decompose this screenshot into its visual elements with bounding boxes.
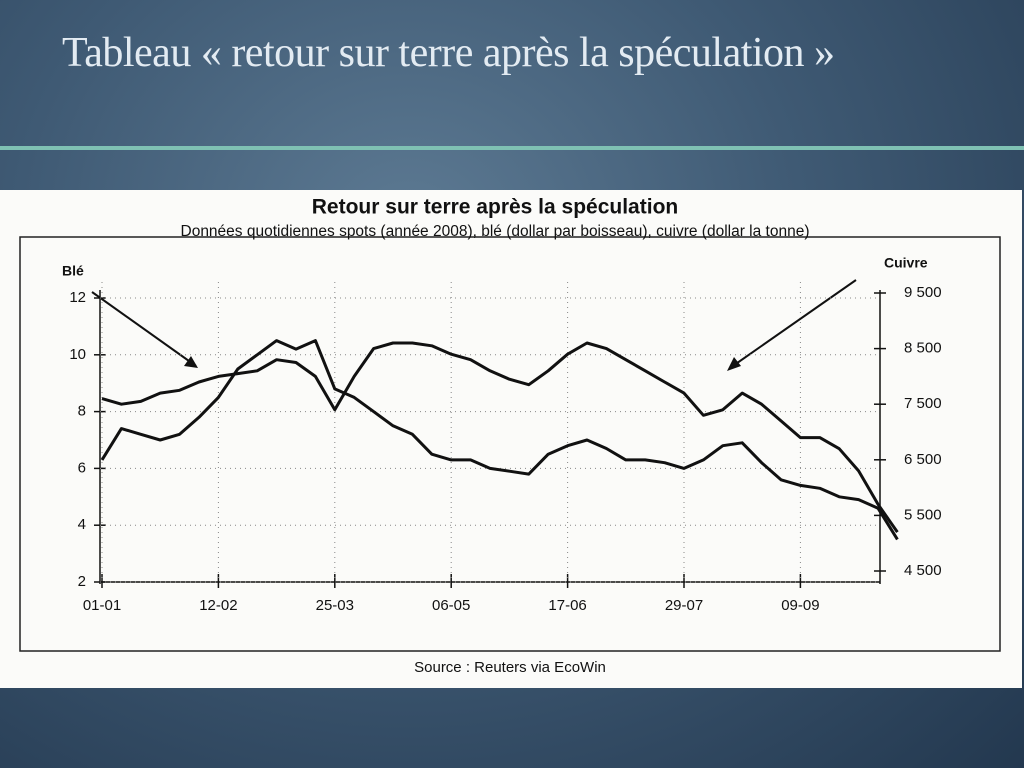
arrow <box>729 279 857 369</box>
slide-title: Tableau « retour sur terre après la spéc… <box>62 30 835 76</box>
y2-tick-label: 6 500 <box>904 451 942 468</box>
x-tick-label: 29-07 <box>665 597 703 614</box>
y2-tick-label: 5 500 <box>904 506 942 523</box>
x-tick-label: 01-01 <box>83 597 121 614</box>
y-tick-label: 4 <box>78 516 86 533</box>
chart-background <box>0 190 1022 688</box>
y2-tick-label: 4 500 <box>904 562 942 579</box>
chart-frame <box>19 236 1001 652</box>
y2-tick-label: 8 500 <box>904 340 942 357</box>
arrowhead <box>184 356 198 368</box>
right-axis-label: Cuivre <box>884 255 928 271</box>
source: Source : Reuters via EcoWin <box>414 659 606 676</box>
y-tick-label: 10 <box>69 346 86 363</box>
y-tick-label: 8 <box>78 403 86 420</box>
series-line <box>101 341 899 533</box>
y-tick-label: 2 <box>78 573 86 590</box>
left-axis-label: Blé <box>62 263 84 279</box>
y2-tick-label: 9 500 <box>904 284 942 301</box>
arrow <box>91 291 197 367</box>
chart-subtitle: Données quotidiennes spots (année 2008),… <box>181 223 810 240</box>
y-tick-label: 6 <box>78 459 86 476</box>
y2-tick-label: 7 500 <box>904 395 942 412</box>
x-tick-label: 17-06 <box>548 597 586 614</box>
arrowhead <box>727 357 741 371</box>
chart-title: Retour sur terre après la spéculation <box>312 196 678 219</box>
x-tick-label: 12-02 <box>199 597 237 614</box>
x-tick-label: 25-03 <box>316 597 354 614</box>
y-tick-label: 12 <box>69 289 86 306</box>
x-tick-label: 09-09 <box>781 597 819 614</box>
title-rule <box>0 146 1024 150</box>
x-tick-label: 06-05 <box>432 597 470 614</box>
